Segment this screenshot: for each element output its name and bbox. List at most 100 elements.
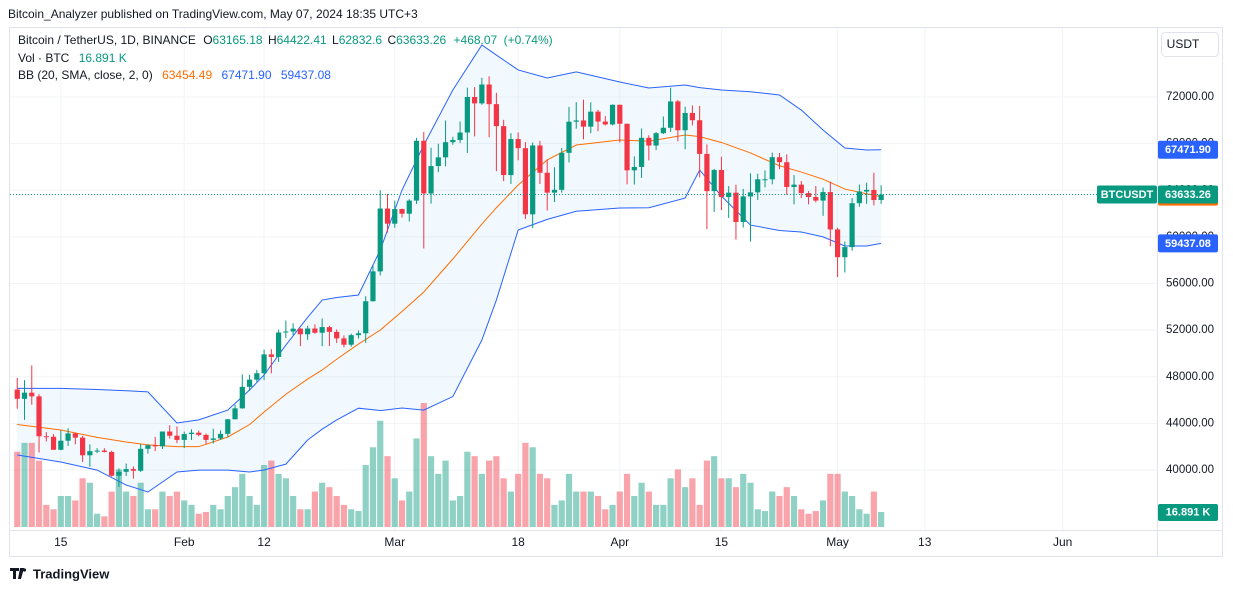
candle	[864, 182, 870, 204]
volume-bar	[500, 478, 507, 527]
volume-bar	[413, 438, 420, 527]
candle-body	[864, 189, 870, 192]
candle	[638, 128, 645, 178]
candle-body	[602, 121, 608, 125]
candle-body	[21, 392, 28, 399]
volume-bar	[130, 496, 137, 527]
candle	[566, 106, 572, 163]
candle-body	[384, 208, 391, 224]
x-tick-label: 15	[54, 535, 68, 549]
volume-bar	[348, 509, 355, 527]
candle-body	[413, 140, 420, 201]
candle	[784, 154, 790, 195]
candle-body	[428, 166, 434, 194]
volume-bar	[290, 496, 297, 527]
volume-bar	[834, 473, 841, 527]
candle-body	[559, 152, 565, 190]
volume-bar	[805, 513, 812, 527]
x-tick-label: Jun	[1053, 535, 1072, 549]
y-tick-label: 52000.00	[1166, 324, 1214, 336]
volume-bar	[94, 513, 101, 527]
candle	[813, 186, 819, 203]
candle-body	[573, 120, 579, 122]
candle	[58, 430, 64, 451]
currency-label[interactable]: USDT	[1167, 37, 1200, 51]
volume-bar	[732, 487, 740, 527]
candle	[624, 123, 630, 185]
candle-body	[421, 140, 427, 194]
volume-bar	[297, 509, 304, 527]
volume-bar	[268, 460, 275, 527]
candle-body	[116, 471, 122, 476]
candle-body	[355, 333, 362, 336]
candle-body	[341, 338, 347, 345]
candle-body	[442, 142, 449, 158]
price-tag-label: 59437.08	[1165, 238, 1211, 250]
candle	[820, 187, 826, 216]
candle	[842, 241, 848, 273]
legend-value: 63454.49	[162, 68, 212, 82]
candle-body	[827, 192, 833, 230]
candle-body	[646, 137, 652, 146]
volume-bar	[652, 504, 660, 527]
candle-body	[566, 121, 572, 153]
volume-bar	[224, 496, 231, 527]
volume-bar	[841, 491, 848, 527]
volume-bar	[761, 511, 769, 527]
candle-body	[43, 436, 49, 438]
candle	[421, 131, 427, 249]
candle	[464, 87, 470, 154]
candle	[43, 432, 49, 442]
candle-body	[798, 184, 804, 194]
candle-body	[762, 179, 768, 181]
candle-body	[726, 192, 732, 198]
volume-bar	[231, 487, 239, 527]
candle-body	[820, 192, 826, 201]
volume-bar	[173, 491, 181, 527]
candle	[72, 432, 78, 445]
candle	[602, 116, 608, 126]
candle	[515, 132, 521, 161]
candle	[116, 468, 122, 487]
volume-bar	[754, 509, 761, 527]
candle	[457, 121, 463, 144]
volume-bar	[565, 473, 573, 527]
candle	[798, 181, 804, 199]
candle	[551, 167, 558, 202]
volume-bar	[536, 473, 544, 527]
volume-bar	[101, 516, 108, 527]
volume-bar	[827, 473, 834, 527]
candle-body	[203, 434, 209, 440]
candle	[312, 324, 318, 334]
candle	[152, 436, 158, 452]
candle	[406, 199, 412, 222]
volume-bar	[217, 509, 224, 527]
candle	[297, 328, 303, 347]
candle	[109, 450, 115, 477]
candle-body	[522, 148, 529, 215]
currency-box[interactable]	[1161, 32, 1219, 57]
candle-body	[537, 145, 543, 173]
candle-body	[580, 120, 587, 127]
volume-bar	[551, 504, 558, 527]
candle	[704, 144, 710, 230]
volume-bar	[188, 504, 195, 527]
candle	[697, 105, 703, 178]
candle-body	[246, 379, 253, 387]
candle-body	[609, 104, 616, 125]
legend-title: Bitcoin / TetherUS, 1D, BINANCE	[18, 33, 196, 47]
volume-bar	[28, 442, 35, 527]
candle-body	[123, 469, 129, 472]
candle	[501, 119, 507, 182]
x-tick-label: Mar	[384, 535, 405, 549]
x-tick-label: 12	[257, 535, 271, 549]
volume-tag	[1158, 504, 1218, 522]
candle-body	[740, 196, 746, 222]
candle-body	[544, 172, 550, 193]
x-tick-label: May	[826, 535, 849, 549]
volume-bar	[856, 509, 863, 527]
candle	[326, 325, 333, 347]
candle-body	[530, 145, 536, 215]
volume-bar	[355, 511, 362, 527]
